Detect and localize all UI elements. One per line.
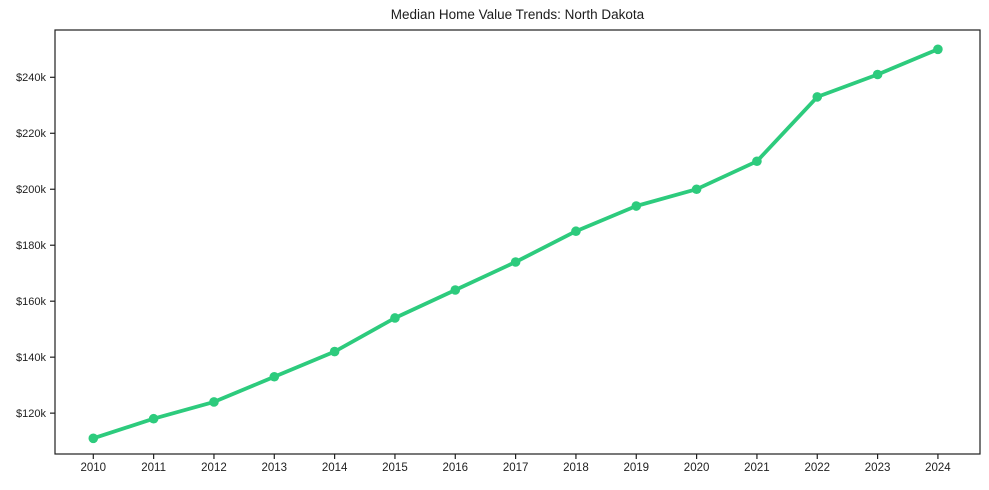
data-point	[752, 156, 762, 167]
x-tick-label: 2024	[925, 462, 951, 474]
data-point	[571, 226, 581, 237]
data-point	[510, 257, 521, 267]
x-tick-label: 2014	[322, 462, 348, 474]
y-tick-label: $180k	[16, 240, 46, 252]
data-point	[631, 201, 642, 211]
x-tick-label: 2017	[503, 462, 529, 474]
data-point	[450, 285, 461, 295]
data-point	[390, 313, 400, 323]
data-point	[88, 433, 99, 444]
data-point	[148, 413, 159, 424]
x-tick-label: 2019	[623, 462, 649, 474]
x-tick-label: 2012	[201, 462, 227, 474]
x-tick-label: 2011	[141, 462, 166, 474]
y-tick-label: $160k	[16, 296, 46, 308]
x-tick-label: 2020	[684, 462, 710, 474]
x-tick-label: 2018	[563, 462, 589, 474]
data-point	[872, 69, 883, 80]
data-point	[209, 397, 219, 407]
y-tick-label: $220k	[16, 128, 46, 140]
data-point	[269, 371, 280, 382]
x-tick-label: 2010	[81, 462, 107, 474]
data-point	[691, 184, 702, 195]
y-tick-label: $240k	[16, 72, 46, 84]
plot-border	[54, 29, 981, 455]
data-line	[91, 47, 940, 441]
chart-title: Median Home Value Trends: North Dakota	[390, 7, 645, 22]
x-tick-label: 2016	[442, 462, 468, 474]
x-tick-label: 2022	[804, 462, 830, 474]
x-tick-label: 2023	[865, 462, 891, 474]
data-point	[812, 92, 823, 102]
data-point	[933, 44, 943, 55]
data-point	[329, 346, 340, 357]
y-tick-label: $140k	[16, 352, 46, 364]
y-tick-label: $120k	[16, 408, 46, 420]
x-tick-label: 2021	[744, 462, 770, 474]
x-tick-label: 2015	[382, 462, 408, 474]
x-tick-label: 2013	[261, 462, 287, 474]
y-tick-label: $200k	[16, 184, 46, 196]
